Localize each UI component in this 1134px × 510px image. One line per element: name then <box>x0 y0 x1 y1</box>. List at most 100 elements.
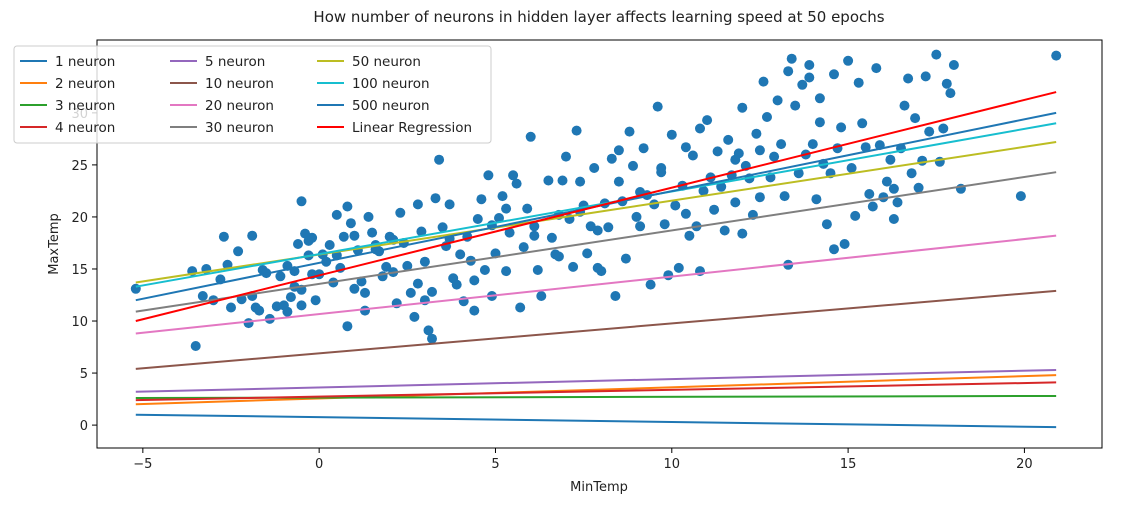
scatter-point <box>709 204 720 215</box>
legend-box <box>13 45 492 144</box>
scatter-point <box>635 221 646 232</box>
scatter-point <box>342 321 353 332</box>
scatter-point <box>469 305 480 316</box>
scatter-point <box>349 283 360 294</box>
scatter-point <box>638 143 649 154</box>
scatter-point <box>427 333 437 344</box>
scatter-point <box>673 262 684 273</box>
scatter-point <box>310 295 321 306</box>
series-line-4 <box>135 368 1057 393</box>
scatter-point <box>659 219 670 230</box>
scatter-point <box>1051 50 1062 61</box>
scatter-point <box>938 123 949 134</box>
legend-label: 4 neuron <box>55 120 115 136</box>
scatter-point <box>931 49 942 60</box>
scatter-point <box>405 287 416 298</box>
scatter-point <box>613 145 624 156</box>
scatter-point <box>190 341 201 351</box>
scatter-point <box>546 232 557 243</box>
legend-label: 3 neuron <box>55 98 115 114</box>
scatter-point <box>836 122 847 133</box>
scatter-point <box>857 118 868 129</box>
scatter-point <box>881 176 892 187</box>
scatter-point <box>793 168 804 179</box>
scatter-point <box>754 192 765 203</box>
scatter-point <box>293 239 303 249</box>
scatter-point <box>363 211 374 222</box>
series-line-9 <box>135 122 1057 288</box>
y-axis-ticks: 051015202530 <box>71 107 97 434</box>
scatter-point <box>356 276 367 287</box>
scatter-point <box>419 256 430 267</box>
scatter-point <box>476 194 487 205</box>
scatter-point <box>233 246 244 257</box>
scatter-point <box>324 240 335 250</box>
scatter-point <box>737 102 748 113</box>
scatter-point <box>684 230 695 241</box>
y-axis-label: MaxTemp <box>47 213 62 275</box>
scatter-point <box>772 95 783 106</box>
scatter-point <box>412 278 423 289</box>
scatter-point <box>345 218 356 229</box>
scatter-point <box>730 154 741 165</box>
y-tick-label: 10 <box>71 315 88 330</box>
scatter-point <box>479 265 490 275</box>
scatter-point <box>360 305 370 316</box>
scatter-point <box>910 113 921 124</box>
scatter-point <box>680 208 691 219</box>
scatter-point <box>444 199 455 210</box>
scatter-point <box>515 302 526 313</box>
scatter-point <box>543 175 554 186</box>
scatter-point <box>525 131 536 142</box>
chart-legend: 1 neuron 2 neuron 3 neuron 4 neuron 5 neuron… <box>13 45 492 144</box>
scatter-point <box>536 291 547 301</box>
plot-area-frame <box>96 39 1103 449</box>
scatter-point <box>712 146 723 157</box>
legend-label: 5 neuron <box>205 54 265 70</box>
y-tick-label: 15 <box>71 263 88 278</box>
scatter-point <box>779 191 790 202</box>
scatter-point <box>511 178 522 189</box>
scatter-point <box>501 203 512 214</box>
x-tick-label: −5 <box>133 457 152 472</box>
legend-label: 500 neuron <box>352 98 430 114</box>
scatter-point <box>867 201 878 212</box>
x-tick-label: 5 <box>491 457 499 472</box>
scatter-point <box>888 214 899 224</box>
scatter-point <box>575 176 586 187</box>
scatter-point <box>497 191 508 202</box>
scatter-point <box>814 93 825 104</box>
scatter-point <box>331 209 342 220</box>
scatter-point <box>254 305 265 316</box>
scatter-point <box>680 142 691 153</box>
scatter-point <box>754 145 765 156</box>
scatter-point <box>307 232 318 243</box>
scatter-point <box>924 126 935 137</box>
scatter-point <box>853 77 864 88</box>
legend-label: 20 neuron <box>205 98 274 114</box>
scatter-point <box>402 260 413 271</box>
scatter-point <box>913 182 924 193</box>
scatter-point <box>666 129 677 140</box>
scatter-point <box>395 207 406 218</box>
scatter-point <box>885 154 896 165</box>
scatter-point <box>275 271 286 282</box>
scatter-point <box>888 183 899 194</box>
scatter-point <box>695 123 705 134</box>
scatter-point <box>723 134 734 145</box>
scatter-point <box>483 170 494 181</box>
x-tick-label: 15 <box>840 457 857 472</box>
scatter-point <box>786 53 797 64</box>
scatter-point <box>592 262 603 273</box>
scatter-point <box>409 311 420 322</box>
scatter-point <box>427 286 437 297</box>
scatter-point <box>821 219 832 230</box>
series-line-3 <box>135 381 1057 402</box>
legend-label: 50 neuron <box>352 54 421 70</box>
scatter-point <box>367 227 378 238</box>
scatter-point <box>553 251 564 262</box>
y-tick-label: 20 <box>71 211 88 226</box>
scatter-point <box>649 199 660 210</box>
scatter-point <box>903 73 914 84</box>
